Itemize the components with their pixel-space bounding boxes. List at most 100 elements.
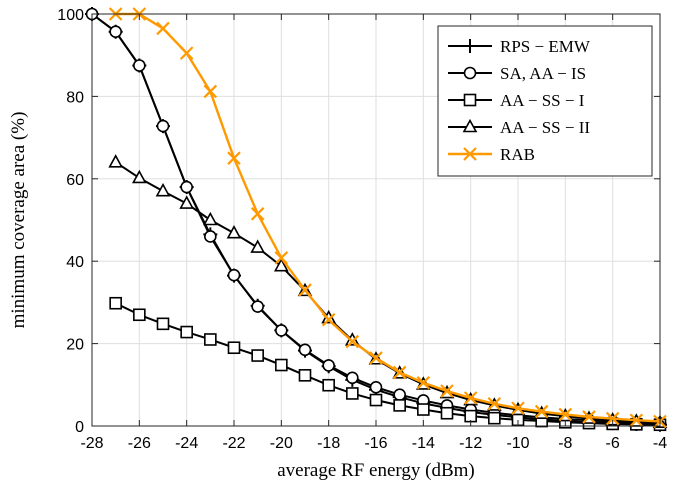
data-point: [417, 403, 430, 416]
data-point: [488, 411, 501, 425]
data-point: [203, 84, 218, 99]
data-point: [108, 154, 124, 168]
x-tick-label: -16: [364, 435, 387, 452]
legend-label: AA − SS − II: [500, 118, 590, 137]
data-point: [179, 46, 194, 60]
data-point: [227, 151, 241, 165]
data-point: [274, 251, 289, 265]
data-point: [275, 358, 288, 372]
x-tick-label: -6: [606, 435, 620, 452]
legend-marker: [463, 66, 477, 80]
legend-entry: AA − SS − II: [448, 118, 590, 137]
y-tick-label: 20: [66, 337, 84, 354]
legend-label: AA − SS − I: [500, 91, 585, 110]
data-point: [275, 324, 288, 337]
data-point: [558, 407, 573, 422]
data-point: [322, 359, 335, 372]
data-point: [156, 119, 170, 133]
legend: RPS − EMW SA, AA − IS AA − SS − I AA − SS −…: [437, 25, 653, 177]
data-point: [464, 409, 477, 423]
tick-labels: -28 -26 -24 -22 -20 -18 -16 -14 -12 -10 -8 -6 -4 0 20 4…: [57, 7, 667, 452]
x-tick-label: -24: [175, 435, 198, 452]
legend-entry: SA, AA − IS: [448, 64, 586, 83]
legend-marker: [462, 118, 478, 133]
y-tick-label: 0: [75, 419, 84, 436]
data-point: [156, 317, 170, 331]
data-point: [321, 312, 336, 327]
legend-entry: RPS − EMW: [448, 37, 591, 56]
data-point: [204, 230, 217, 243]
legend-label: SA, AA − IS: [500, 64, 586, 83]
x-tick-label: -12: [459, 435, 482, 452]
x-tick-label: -26: [128, 435, 151, 452]
data-point: [298, 343, 312, 357]
data-point: [534, 404, 549, 419]
data-point: [392, 365, 407, 380]
series-2: [109, 296, 667, 432]
legend-entry: RAB: [448, 145, 535, 164]
data-point: [582, 410, 596, 424]
data-point: [629, 413, 644, 428]
legend-marker: [463, 147, 477, 161]
data-point: [251, 349, 264, 362]
legend-label: RPS − EMW: [500, 37, 591, 56]
data-point: [487, 396, 502, 411]
data-point: [180, 180, 193, 194]
data-point: [109, 25, 122, 39]
legend-entry: AA − SS − I: [448, 91, 585, 110]
data-point: [369, 380, 383, 394]
x-tick-label: -14: [412, 435, 435, 452]
legend-marker: [463, 39, 477, 53]
data-point: [369, 393, 383, 407]
x-tick-label: -28: [80, 435, 103, 452]
data-point: [133, 59, 146, 72]
data-point: [440, 384, 454, 398]
x-axis-label: average RF energy (dBm): [277, 460, 475, 481]
data-point: [511, 401, 525, 416]
data-point: [393, 399, 406, 412]
data-point: [202, 211, 218, 226]
series-line: [115, 12, 661, 423]
data-point: [346, 387, 359, 400]
y-tick-label: 80: [66, 89, 84, 106]
data-point: [298, 369, 312, 382]
x-tick-label: -18: [317, 435, 340, 452]
y-tick-label: 60: [66, 172, 84, 189]
data-point: [346, 371, 359, 385]
data-point: [227, 341, 241, 355]
data-point: [227, 268, 241, 282]
data-point: [273, 257, 289, 272]
data-point: [133, 308, 146, 322]
x-tick-label: -22: [222, 435, 245, 452]
y-tick-label: 40: [66, 254, 84, 271]
data-point: [440, 406, 454, 420]
legend-label: RAB: [500, 145, 535, 164]
data-point: [204, 333, 217, 346]
legend-marker: [463, 93, 477, 107]
y-axis-label: minimum coverage area (%): [8, 112, 29, 329]
data-point: [416, 375, 431, 390]
data-point: [250, 239, 266, 253]
tick-marks: [91, 13, 661, 427]
data-point: [298, 283, 312, 297]
data-point: [250, 207, 265, 221]
data-point: [369, 351, 383, 365]
data-point: [180, 325, 193, 339]
series-4: [108, 7, 667, 429]
data-point: [463, 391, 478, 405]
data-point: [156, 21, 170, 36]
data-point: [322, 378, 335, 392]
x-tick-label: -4: [653, 435, 667, 452]
x-tick-label: -8: [558, 435, 572, 452]
data-point: [226, 225, 242, 239]
y-tick-label: 100: [57, 7, 84, 24]
data-point: [179, 195, 195, 209]
data-point: [155, 182, 171, 197]
x-tick-label: -20: [270, 435, 293, 452]
data-point: [605, 411, 620, 426]
x-tick-label: -10: [506, 435, 529, 452]
data-point: [393, 388, 406, 401]
data-point: [109, 296, 122, 310]
data-point: [131, 169, 147, 184]
